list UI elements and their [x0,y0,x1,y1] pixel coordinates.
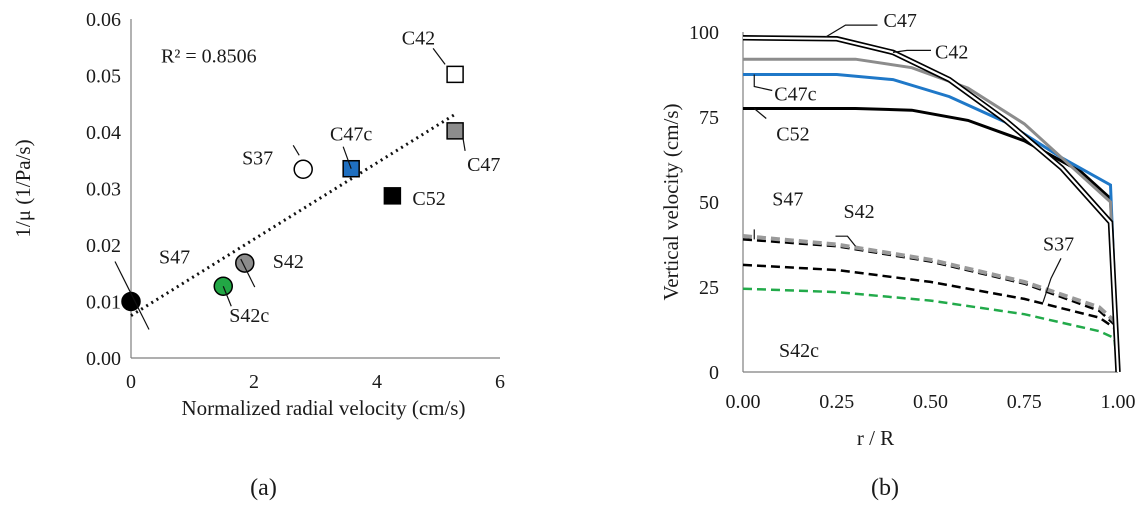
y-tick-label: 0 [709,362,719,384]
y-tick-label: 75 [699,107,719,129]
leader-line [114,261,150,330]
x-tick-label: 6 [495,371,505,393]
r-squared-annotation: R² = 0.8506 [161,46,257,68]
series-label: S37 [1043,233,1074,255]
y-tick-label: 0.02 [86,235,121,257]
trendline [130,113,455,317]
leader-line [342,146,352,169]
y-axis-label: Vertical velocity (cm/s) [659,103,683,300]
data-point-c47 [446,122,464,140]
point-label: S37 [242,147,273,169]
y-tick-label: 0.04 [86,122,121,144]
leader-line [835,235,856,247]
point-label: C42 [402,27,435,49]
series-c42 [743,57,1120,373]
x-tick-label: 0.25 [819,391,854,413]
x-axis-label: r / R [857,426,894,450]
x-tick-label: 0.00 [726,391,761,413]
x-axis-label: Normalized radial velocity (cm/s) [182,396,466,420]
x-tick-label: 1.00 [1101,391,1136,413]
y-tick-label: 0.00 [86,348,121,370]
series-label: C52 [776,124,809,146]
x-tick-label: 4 [372,371,382,393]
leader-line [240,258,256,288]
y-tick-label: 25 [699,277,719,299]
panel-label-a: (a) [250,475,277,501]
y-tick-label: 0.01 [86,292,121,314]
point-label: C47c [330,124,372,146]
leader-line [753,74,773,92]
leader-line [222,286,232,307]
point-label: S42 [273,251,304,273]
leader-line [753,108,767,119]
x-tick-label: 0.75 [1007,391,1042,413]
x-tick-label: 0 [126,371,136,393]
data-point-c42 [446,65,464,84]
y-axis-label: 1/μ (1/Pa/s) [11,139,35,237]
series-label: S47 [772,188,803,210]
y-tick-label: 0.06 [86,9,121,31]
point-label: S47 [159,247,190,269]
series-label: C47 [884,10,917,32]
data-point-s42 [235,253,255,273]
point-label: C47 [467,154,500,176]
leader-line [1042,258,1062,303]
leader-line [292,144,300,156]
series-s42c [742,287,1120,373]
point-label: S42c [229,305,269,327]
y-tick-label: 0.05 [86,66,121,88]
x-tick-label: 2 [249,371,259,393]
data-point-c52 [383,187,402,205]
leader-line [825,24,878,38]
y-tick-label: 100 [689,22,719,44]
panel-label-b: (b) [871,475,899,501]
data-point-s47 [121,291,141,312]
panel-a-scatter: 0 2 4 6 0.00 0.01 0.02 0.03 0.04 0.05 0.06 Normaliz… [11,9,505,501]
series-c47-inner [742,36,1120,373]
point-label: C52 [412,188,445,210]
x-tick-label: 0.50 [913,391,948,413]
panel-b-line-chart: 0.00 0.25 0.50 0.75 1.00 0 25 50 75 100 r / R Verti… [659,10,1136,501]
leader-line [892,49,931,53]
series-c47c [743,73,1120,373]
series-c52 [743,107,1120,373]
series-label: C47c [774,84,816,106]
series-label: C42 [935,41,968,63]
y-tick-label: 50 [699,192,719,214]
series-label: S42 [844,201,875,223]
series-label: S42c [779,340,819,362]
leader-line [432,48,446,65]
data-point-s37 [293,159,313,180]
leader-line [462,138,466,151]
y-tick-label: 0.03 [86,179,121,201]
